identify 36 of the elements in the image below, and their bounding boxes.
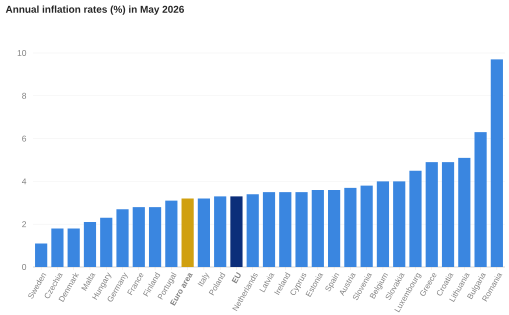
bar: [198, 198, 210, 267]
bar: [360, 186, 373, 267]
bar: [490, 59, 503, 267]
bar: [474, 132, 487, 267]
bar: [376, 181, 390, 267]
bar: [84, 222, 96, 267]
bar: [165, 200, 178, 267]
y-tick-label: 2: [22, 221, 26, 228]
bar: [230, 196, 243, 267]
bar: [68, 228, 80, 267]
y-tick-label: 4: [22, 178, 26, 184]
bar: [246, 194, 259, 267]
bar: [409, 170, 422, 267]
bar: [51, 228, 64, 267]
y-tick-label: 6: [22, 136, 26, 142]
bar: [328, 190, 340, 267]
bar: [182, 198, 194, 267]
bar: [393, 181, 406, 267]
bar: [279, 192, 292, 267]
bar: [116, 209, 129, 267]
y-tick-label: 8: [22, 92, 26, 99]
bar: [148, 207, 162, 267]
bar: [100, 218, 112, 267]
bar: [344, 188, 356, 267]
bar: [35, 243, 48, 267]
bar: [214, 196, 226, 267]
y-tick-label: 10: [18, 50, 26, 56]
bar: [458, 158, 470, 267]
bar: [295, 192, 308, 267]
bar: [132, 207, 145, 267]
bar: [426, 162, 438, 267]
chart-title: Annual inflation rates (%) in May 2026: [6, 5, 184, 15]
bar: [442, 162, 454, 267]
bar: [312, 190, 324, 267]
bar: [262, 192, 276, 267]
y-tick-label: 0: [22, 264, 26, 270]
